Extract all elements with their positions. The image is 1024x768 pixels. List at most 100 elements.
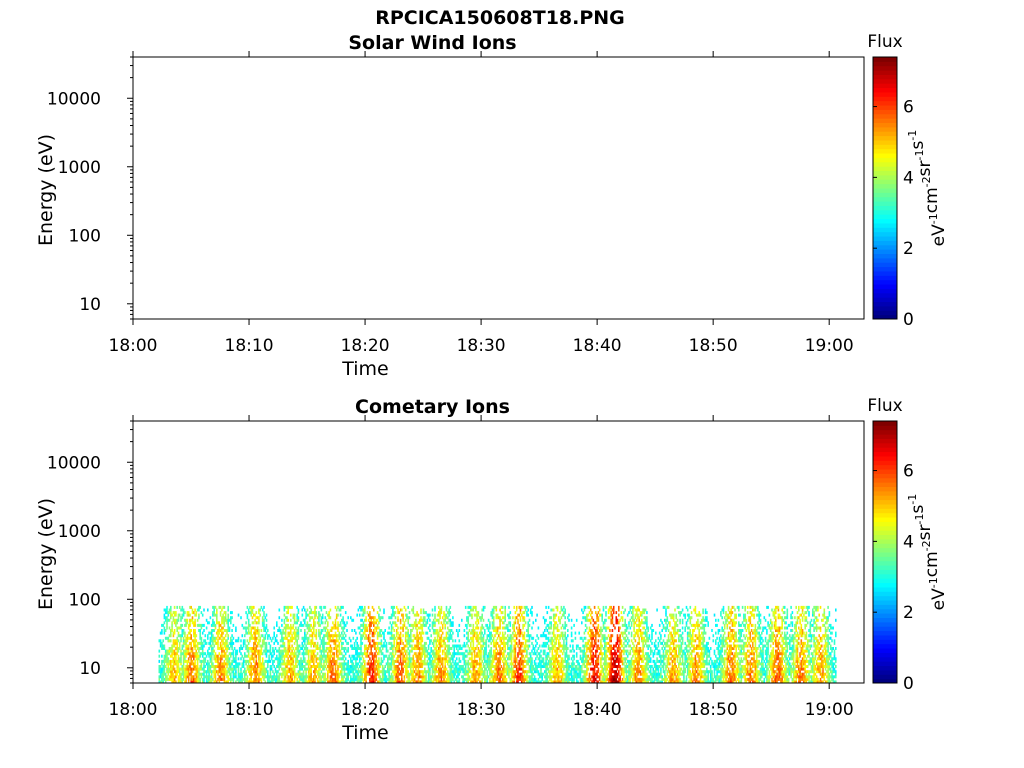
spectrogram-cell bbox=[190, 672, 192, 676]
spectrogram-cell bbox=[246, 667, 249, 671]
spectrogram-cell bbox=[364, 662, 366, 666]
spectrogram-cell bbox=[392, 605, 394, 609]
spectrogram-cell bbox=[475, 647, 477, 650]
spectrogram-cell bbox=[261, 652, 264, 656]
spectrogram-cell bbox=[485, 623, 487, 627]
spectrogram-cell bbox=[521, 649, 523, 653]
spectrogram-cell bbox=[187, 675, 190, 679]
spectrogram-cell bbox=[253, 670, 255, 674]
spectrogram-cell bbox=[212, 611, 214, 615]
spectrogram-cell bbox=[216, 621, 218, 625]
spectrogram-cell bbox=[447, 670, 449, 674]
spectrogram-cell bbox=[194, 647, 196, 650]
spectrogram-cell bbox=[429, 667, 431, 671]
spectrogram-cell bbox=[379, 618, 381, 622]
spectrogram-cell bbox=[194, 672, 196, 676]
spectrogram-cell bbox=[537, 652, 540, 656]
spectrogram-cell bbox=[230, 644, 232, 648]
spectrogram-cell bbox=[329, 629, 332, 632]
spectrogram-cell bbox=[521, 672, 523, 676]
spectrogram-cell bbox=[517, 644, 519, 648]
spectrogram-cell bbox=[375, 657, 378, 661]
spectrogram-cell bbox=[328, 634, 330, 638]
spectrogram-cell bbox=[186, 621, 189, 625]
spectrogram-cell bbox=[481, 639, 483, 643]
spectrogram-cell bbox=[318, 631, 320, 635]
spectrogram-cell bbox=[342, 680, 344, 684]
spectrogram-cell bbox=[378, 647, 380, 650]
spectrogram-cell bbox=[256, 649, 259, 653]
spectrogram-cell bbox=[408, 641, 411, 645]
spectrogram-cell bbox=[288, 641, 291, 645]
spectrogram-cell bbox=[350, 680, 352, 684]
spectrogram-cell bbox=[212, 618, 214, 622]
spectrogram-cell bbox=[388, 616, 390, 620]
spectrogram-cell bbox=[355, 639, 357, 643]
spectrogram-cell bbox=[489, 626, 491, 630]
spectrogram-cell bbox=[177, 680, 180, 684]
spectrogram-cell bbox=[403, 644, 406, 648]
spectrogram-cell bbox=[453, 667, 455, 671]
spectrogram-cell bbox=[392, 670, 394, 674]
spectrogram-cell bbox=[258, 665, 260, 668]
spectrogram-cell bbox=[291, 670, 293, 674]
spectrogram-cell bbox=[471, 647, 473, 650]
spectrogram-cell bbox=[528, 677, 531, 681]
spectrogram-cell bbox=[448, 647, 450, 650]
spectrogram-cell bbox=[487, 657, 490, 661]
spectrogram-cell bbox=[164, 608, 167, 612]
spectrogram-cell bbox=[207, 680, 209, 684]
spectrogram-cell bbox=[242, 670, 245, 674]
spectrogram-cell bbox=[453, 670, 455, 674]
spectrogram-cell bbox=[427, 657, 430, 661]
spectrogram-cell bbox=[230, 636, 232, 640]
spectrogram-cell bbox=[492, 605, 495, 609]
spectrogram-cell bbox=[421, 654, 424, 658]
spectrogram-cell bbox=[374, 677, 376, 681]
spectrogram-cell bbox=[399, 608, 402, 612]
spectrogram-cell bbox=[509, 652, 512, 656]
spectrogram-cell bbox=[254, 654, 256, 658]
spectrogram-cell bbox=[413, 636, 416, 640]
spectrogram-cell bbox=[310, 644, 312, 648]
spectrogram-cell bbox=[431, 667, 434, 671]
spectrogram-cell bbox=[181, 672, 184, 676]
spectrogram-cell bbox=[164, 665, 167, 668]
spectrogram-cell bbox=[485, 647, 487, 650]
spectrogram-cell bbox=[190, 629, 192, 632]
spectrogram-cell bbox=[353, 677, 356, 681]
spectrogram-cell bbox=[310, 654, 312, 658]
spectrogram-cell bbox=[287, 680, 289, 684]
spectrogram-cell bbox=[393, 654, 395, 658]
spectrogram-cell bbox=[434, 605, 436, 609]
spectrogram-cell bbox=[319, 657, 321, 661]
spectrogram-cell bbox=[408, 636, 411, 640]
spectrogram-cell bbox=[457, 652, 459, 656]
spectrogram-cell bbox=[524, 621, 527, 625]
spectrogram-cell bbox=[339, 657, 342, 661]
spectrogram-cell bbox=[356, 665, 358, 668]
spectrogram-cell bbox=[408, 616, 411, 620]
spectrogram-cell bbox=[180, 667, 182, 671]
spectrogram-cell bbox=[347, 641, 349, 645]
spectrogram-cell bbox=[217, 654, 219, 658]
spectrogram-cell bbox=[361, 613, 364, 617]
spectrogram-cell bbox=[357, 675, 360, 679]
spectrogram-cell bbox=[432, 677, 435, 681]
spectrogram-cell bbox=[402, 641, 404, 645]
spectrogram-cell bbox=[302, 657, 305, 661]
spectrogram-cell bbox=[163, 608, 166, 612]
spectrogram-cell bbox=[351, 629, 353, 632]
spectrogram-cell bbox=[373, 629, 375, 632]
spectrogram-cell bbox=[258, 631, 260, 635]
spectrogram-cell bbox=[302, 680, 305, 684]
spectrogram-cell bbox=[531, 672, 533, 676]
spectrogram-cell bbox=[470, 677, 472, 681]
spectrogram-cell bbox=[214, 623, 217, 627]
spectrogram-cell bbox=[376, 634, 379, 638]
spectrogram-cell bbox=[261, 675, 264, 679]
spectrogram-cell bbox=[255, 629, 258, 632]
spectrogram-cell bbox=[293, 672, 296, 676]
spectrogram-cell bbox=[329, 649, 332, 653]
spectrogram-cell bbox=[499, 616, 501, 620]
